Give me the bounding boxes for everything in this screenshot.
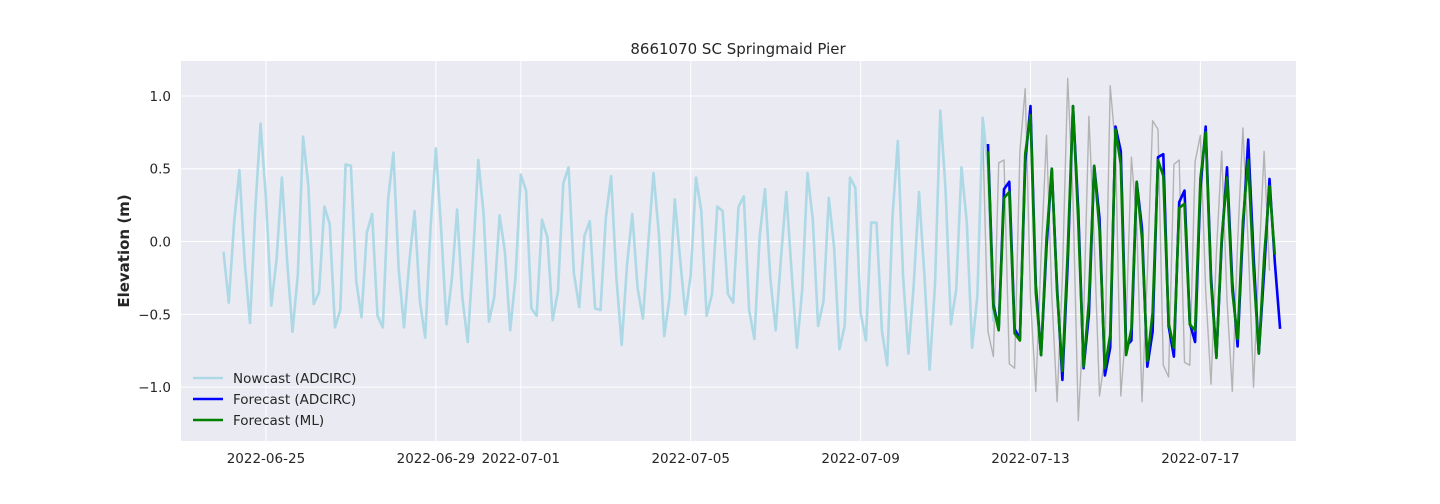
- x-tick-label: 2022-07-13: [991, 451, 1069, 467]
- y-tick-label: −0.5: [138, 307, 171, 323]
- ticks: 2022-06-25 2022-06-29 2022-07-01 2022-07-05…: [138, 89, 1239, 467]
- x-tick-label: 2022-06-25: [227, 451, 305, 467]
- y-tick-label: 1.0: [150, 89, 171, 105]
- nowcast-adcirc-line: [222, 109, 995, 372]
- legend: Nowcast (ADCIRC) Forecast (ADCIRC) Forec…: [193, 371, 356, 429]
- legend-item-forecast-ml: Forecast (ML): [193, 413, 324, 429]
- y-axis-label: Elevation (m): [115, 194, 133, 307]
- x-tick-label: 2022-07-09: [821, 451, 899, 467]
- series-layer: [222, 77, 1282, 422]
- legend-item-forecast-adcirc: Forecast (ADCIRC): [193, 392, 356, 408]
- legend-label-nowcast: Nowcast (ADCIRC): [233, 371, 356, 387]
- y-tick-label: 0.5: [150, 162, 171, 178]
- legend-label-forecast-ml: Forecast (ML): [233, 413, 324, 429]
- x-tick-label: 2022-06-29: [397, 451, 475, 467]
- legend-item-nowcast: Nowcast (ADCIRC): [193, 371, 356, 387]
- y-tick-label: −1.0: [138, 380, 171, 396]
- legend-label-forecast-adcirc: Forecast (ADCIRC): [233, 392, 356, 408]
- forecast-ml-line: [986, 104, 1277, 373]
- chart-title: 8661070 SC Springmaid Pier: [630, 40, 846, 58]
- y-tick-label: 0.0: [150, 235, 171, 251]
- x-tick-label: 2022-07-01: [482, 451, 560, 467]
- x-tick-label: 2022-07-05: [651, 451, 729, 467]
- x-tick-label: 2022-07-17: [1161, 451, 1239, 467]
